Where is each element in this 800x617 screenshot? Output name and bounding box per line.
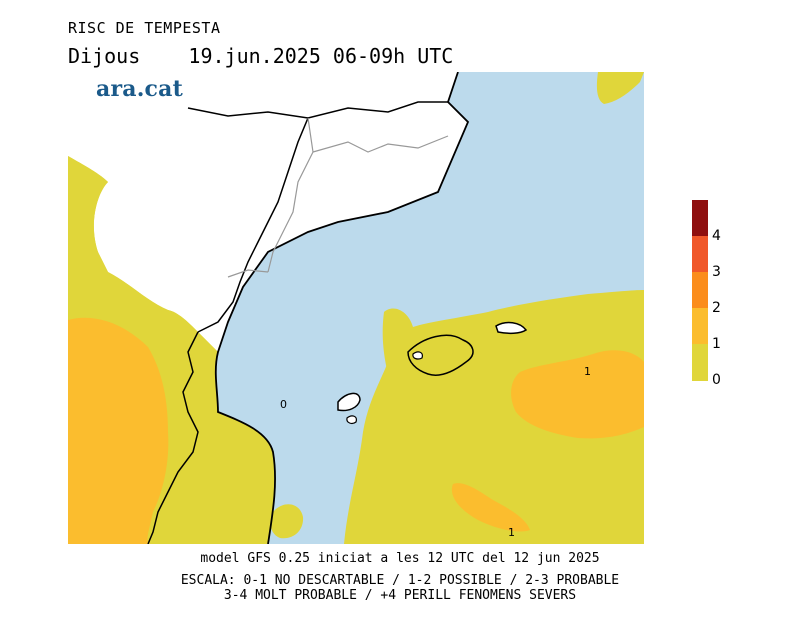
scale-description-1: ESCALA: 0-1 NO DESCARTABLE / 1-2 POSSIBL…	[180, 573, 620, 588]
risk-legend	[692, 200, 708, 381]
contour-label-1: 1	[584, 365, 591, 378]
map-title: RISC DE TEMPESTA	[68, 19, 221, 37]
mallorca-island	[407, 334, 474, 376]
legend-label-4: 4	[712, 228, 721, 244]
legend-label-2: 2	[712, 300, 721, 316]
sea-area	[215, 72, 644, 544]
legend-level-3-4	[692, 236, 708, 272]
legend-label-1: 1	[712, 336, 721, 352]
legend-level-2-3	[692, 272, 708, 308]
forecast-time: Dijous 19.jun.2025 06-09h UTC	[68, 44, 454, 68]
legend-level-4-plus	[692, 200, 708, 236]
border-catalonia-west	[197, 117, 309, 333]
province-borders	[227, 117, 449, 278]
legend-level-0-1	[692, 344, 708, 381]
menorca-island	[495, 321, 528, 335]
legend-label-0: 0	[712, 372, 721, 388]
ara-cat-logo: ara.cat	[96, 76, 183, 102]
border-north	[187, 101, 448, 119]
risk-1-2-west	[68, 317, 169, 544]
scale-description-2: 3-4 MOLT PROBABLE / +4 PERILL FENOMENS S…	[223, 588, 577, 603]
legend-label-3: 3	[712, 264, 721, 280]
coastline	[214, 72, 470, 544]
legend-level-1-2	[692, 308, 708, 344]
contour-label-2: 1	[508, 526, 515, 539]
formentera-island	[346, 415, 357, 424]
ibiza-island	[337, 392, 361, 412]
contour-label-0: 0	[280, 398, 287, 411]
border-aragon-valencia	[147, 331, 199, 544]
land-outside-domain	[68, 72, 468, 352]
storm-risk-map: 0 1 1	[68, 72, 644, 544]
risk-0-1-blob	[596, 72, 644, 104]
risk-0-1-patch	[270, 504, 304, 539]
cabrera-island	[412, 351, 423, 360]
risk-1-2-east	[511, 350, 644, 439]
model-info: model GFS 0.25 iniciat a les 12 UTC del …	[200, 551, 600, 566]
risk-1-2-south	[451, 483, 530, 532]
